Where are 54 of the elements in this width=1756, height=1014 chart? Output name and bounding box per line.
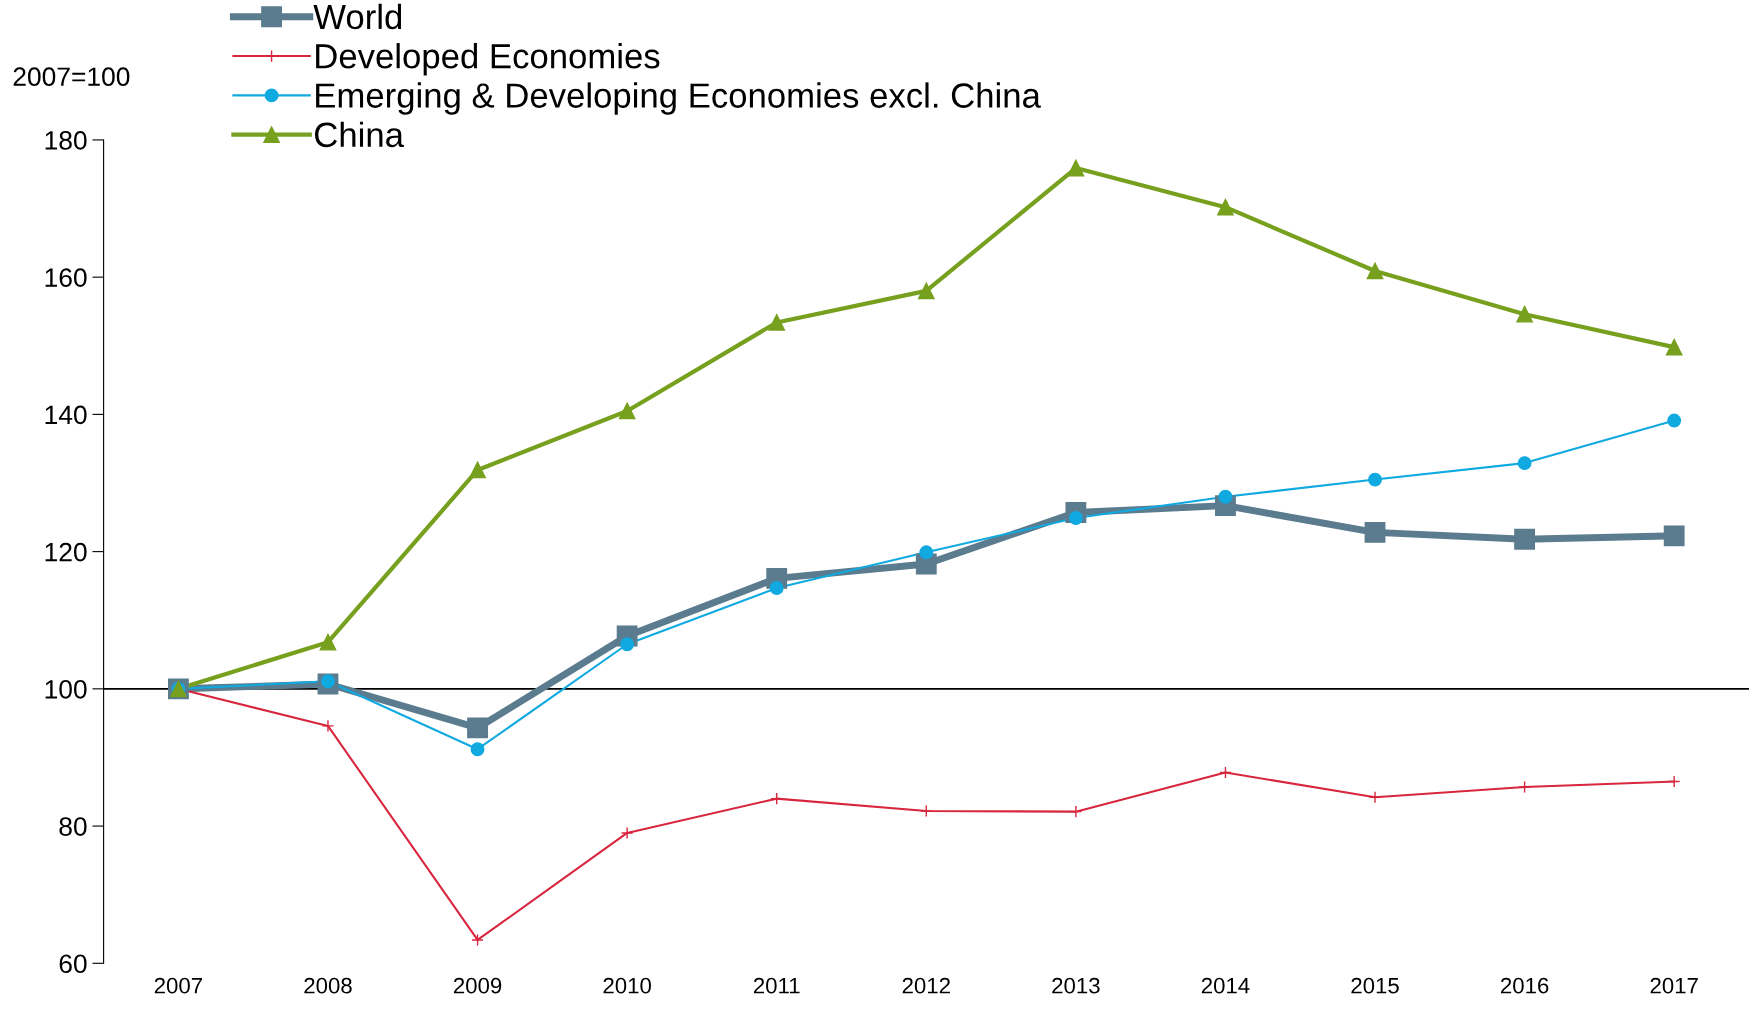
point — [1368, 472, 1382, 487]
legend-label: Developed Economies — [316, 43, 660, 76]
point — [1069, 805, 1083, 818]
point — [1667, 413, 1682, 428]
point — [467, 717, 488, 739]
point — [1217, 198, 1234, 216]
point — [1368, 791, 1382, 804]
point — [1518, 780, 1531, 794]
x-tick-label: 2011 — [753, 977, 800, 994]
point — [1663, 525, 1685, 547]
point — [620, 637, 635, 652]
x-tick-label: 2017 — [1650, 977, 1698, 994]
x-tick-label: 2015 — [1351, 977, 1399, 994]
legend-label: Emerging & Developing Economies excl. China — [316, 82, 1041, 115]
y-tick-label: 100 — [45, 679, 87, 699]
x-tick-label: 2013 — [1052, 977, 1100, 994]
x-tick-label: 2009 — [453, 977, 502, 994]
point — [1067, 159, 1085, 177]
point — [1364, 521, 1386, 543]
point — [321, 719, 335, 733]
point — [1218, 489, 1233, 504]
x-tick-label: 2016 — [1501, 977, 1549, 994]
point — [470, 742, 485, 757]
point — [1219, 766, 1232, 779]
y-axis-title: 2007=100 — [13, 67, 130, 87]
point — [1517, 456, 1532, 471]
x-tick-label: 2010 — [603, 977, 651, 994]
point — [917, 282, 935, 300]
point — [920, 804, 933, 818]
point — [469, 461, 486, 479]
point — [618, 402, 636, 420]
y-tick-label: 180 — [45, 131, 87, 150]
legend-label: World — [313, 3, 402, 30]
x-tick-label: 2012 — [902, 977, 950, 994]
point — [1514, 528, 1536, 550]
x-tick-label: 2014 — [1201, 977, 1250, 994]
point — [769, 581, 784, 595]
point — [768, 314, 786, 331]
point — [1516, 305, 1533, 323]
point — [1667, 775, 1681, 788]
y-tick-label: 160 — [45, 268, 87, 287]
y-tick-label: 120 — [45, 542, 87, 562]
point — [1366, 262, 1384, 280]
point — [1665, 338, 1683, 356]
point — [471, 933, 484, 947]
point — [919, 545, 934, 560]
point — [620, 826, 634, 840]
point — [319, 633, 337, 651]
y-tick-label: 60 — [59, 954, 87, 974]
y-tick-label: 80 — [59, 817, 87, 836]
y-tick-label: 140 — [45, 405, 87, 425]
x-tick-label: 2008 — [304, 977, 352, 994]
x-tick-label: 2007 — [154, 977, 202, 994]
legend-label: China — [315, 121, 404, 148]
